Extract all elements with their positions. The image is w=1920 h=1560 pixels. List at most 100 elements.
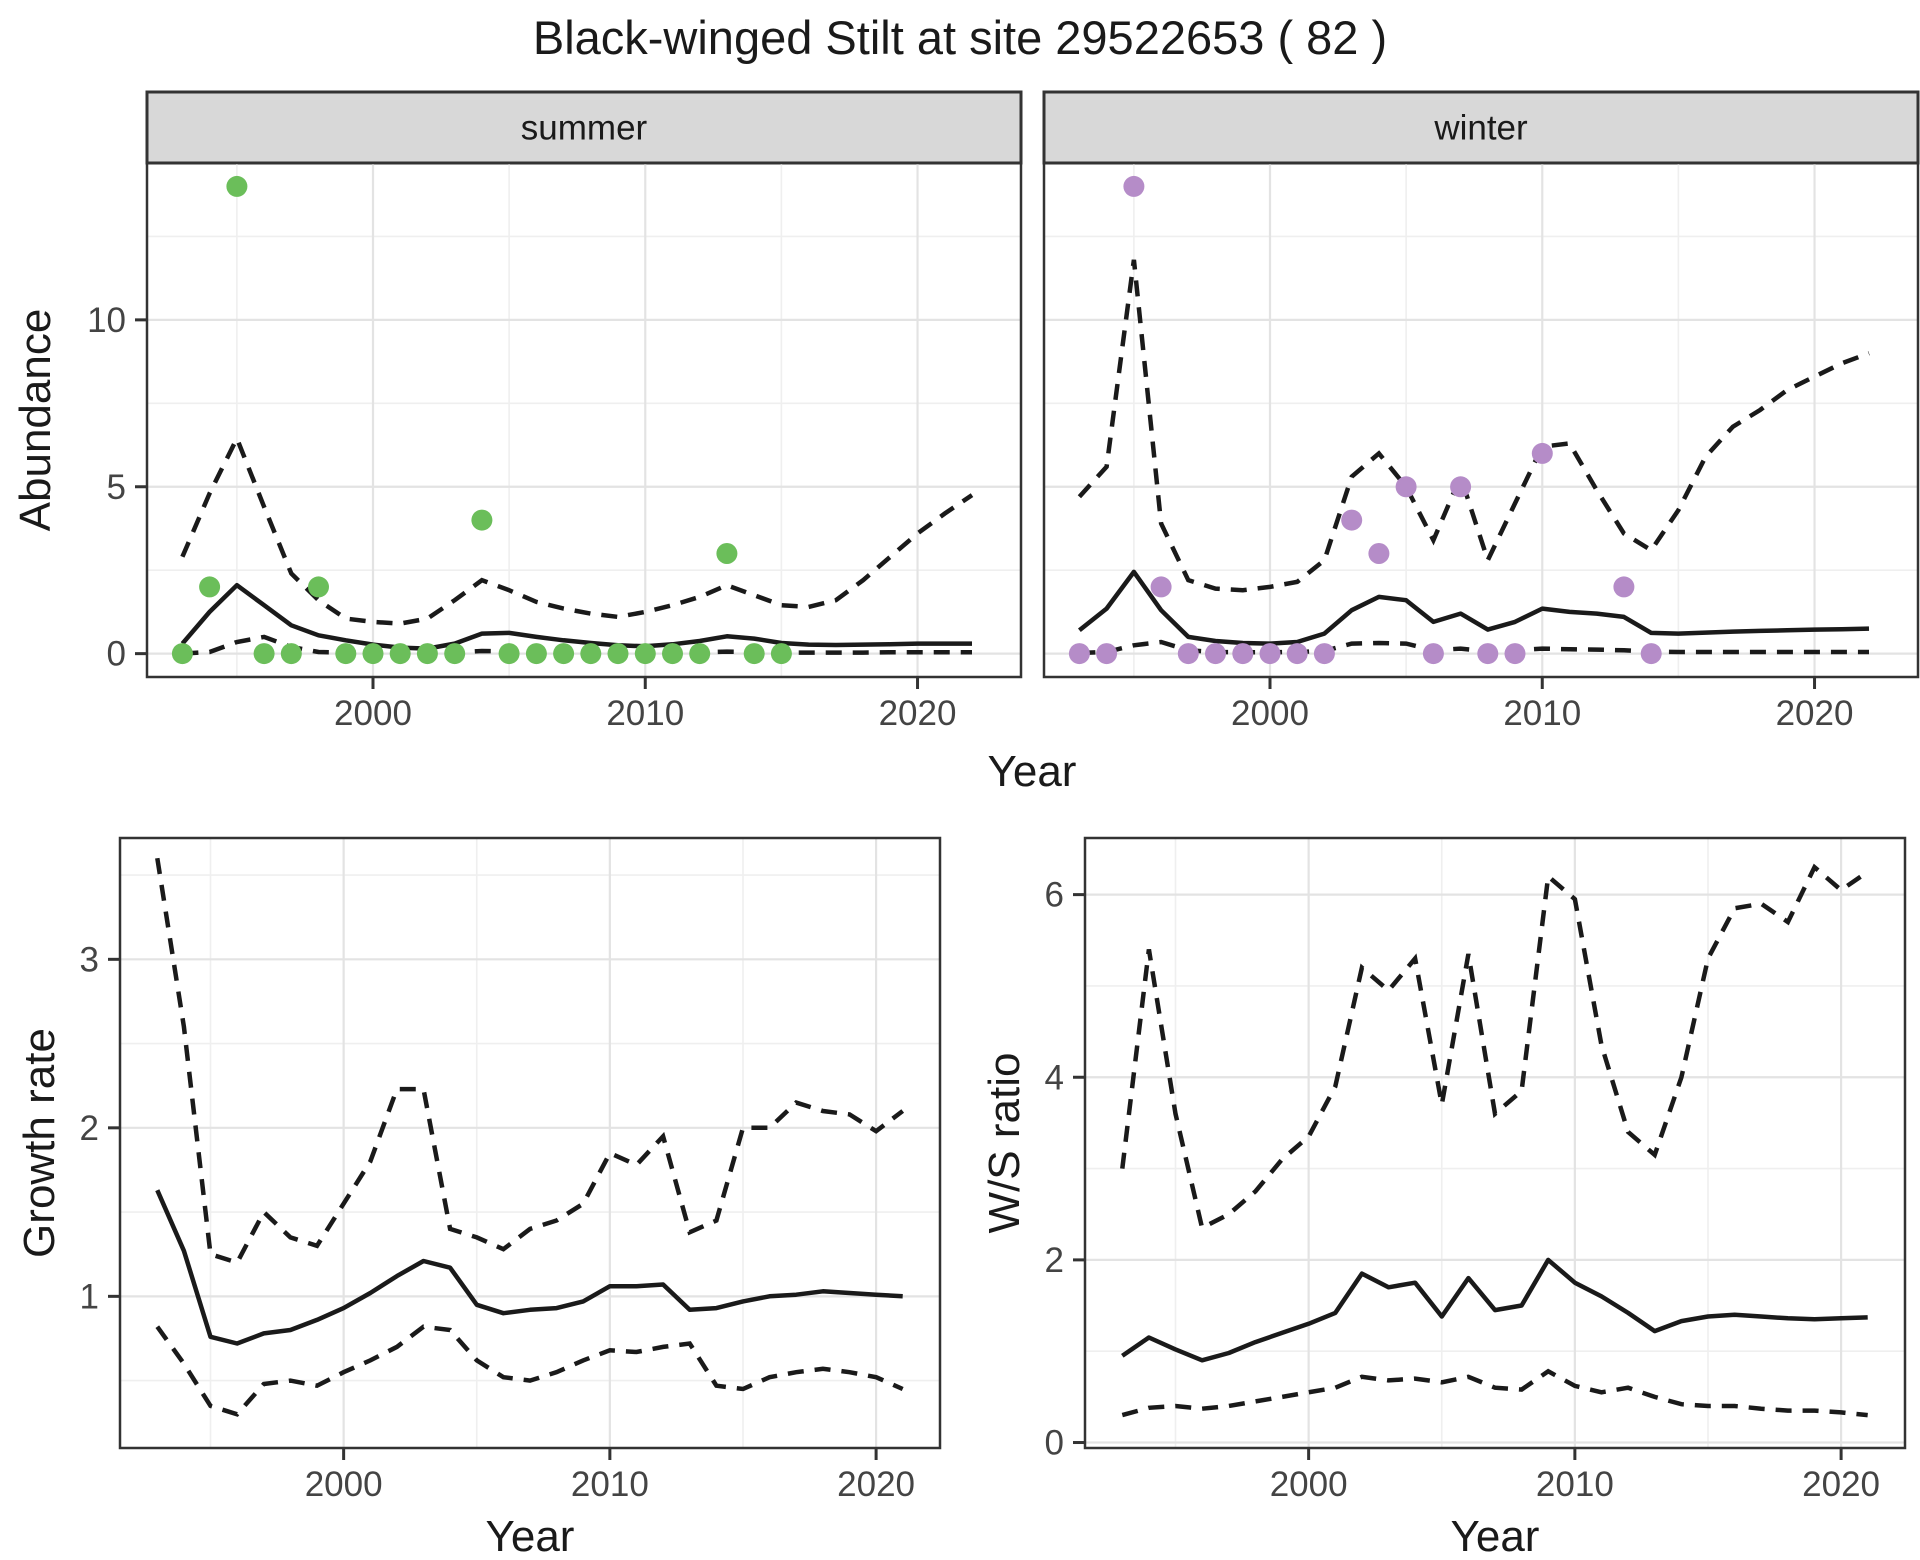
data-point [199,576,221,598]
x-tick-label: 2020 [837,1465,915,1504]
fit-line [1121,1257,1868,1363]
x-axis-title-year-bottom-left: Year [485,1512,575,1560]
data-point [1640,643,1662,665]
y-tick-labels: 1 2 3 [80,940,99,1316]
x-tick-label: 2000 [305,1465,383,1504]
axis-ticks [1268,677,1817,689]
panel-border [1083,836,1907,1450]
data-point [1286,643,1308,665]
x-tick-label: 2000 [334,694,412,733]
x-tick-label: 2010 [1536,1465,1614,1504]
x-tick-label: 2020 [1802,1465,1880,1504]
data-point [553,643,575,665]
data-point [1259,643,1281,665]
data-point [253,643,275,665]
data-point [1150,576,1172,598]
gridlines [1085,838,1905,1448]
data-point [335,643,357,665]
data-point [444,643,466,665]
data-point [1205,643,1226,665]
data-point [607,643,629,665]
data-point [743,643,765,665]
data-point [1123,175,1145,197]
upper-ci-line [1120,863,1869,1232]
facet-strip: winter [1042,90,1920,165]
fit-line [155,1189,903,1346]
lower-ci-line [182,634,972,656]
y-tick-label: 5 [107,468,126,507]
panel-abundance-summer: summer 2000 2010 2020 0 5 10 [87,90,1023,733]
lower-ci-line [1121,1368,1868,1418]
data-point [416,643,438,665]
panel-abundance-winter: winter 2000 2010 2020 [1042,90,1920,733]
x-tick-label: 2020 [879,694,957,733]
observation-points [1068,175,1662,665]
data-point [1395,476,1417,498]
data-point [525,643,547,665]
x-axis-title-year-top: Year [987,747,1077,796]
x-tick-labels: 2000 2010 2020 [1270,1465,1880,1504]
data-point [1096,643,1118,665]
y-tick-label: 1 [80,1277,99,1316]
chart-title: Black-winged Stilt at site 29522653 ( 82… [532,11,1388,64]
y-tick-label: 3 [80,940,99,979]
panel-ws-ratio: 2000 2010 2020 0 2 4 6 [1045,836,1907,1504]
y-tick-label: 2 [80,1109,99,1148]
x-tick-label: 2000 [1231,694,1309,733]
data-point [1477,643,1499,665]
x-tick-label: 2010 [1503,694,1581,733]
panel-border [118,836,942,1450]
panel-growth-rate: 2000 2010 2020 1 2 3 [80,836,942,1504]
data-point [1341,509,1363,531]
x-tick-label: 2000 [1270,1465,1348,1504]
panel-border [145,161,1023,679]
lower-ci-line [155,1324,904,1417]
data-point [389,643,411,665]
x-tick-labels: 2000 2010 2020 [1231,694,1853,733]
upper-ci-line [1077,259,1870,593]
gridlines [147,163,1021,677]
observation-points [171,175,792,665]
data-point [1368,543,1390,564]
data-point [1504,643,1526,665]
y-tick-label: 0 [1045,1424,1064,1463]
data-point [634,643,656,665]
x-axis-title-year-bottom-right: Year [1450,1512,1540,1560]
data-point [1531,442,1553,464]
data-point [1450,476,1472,498]
x-tick-labels: 2000 2010 2020 [305,1465,915,1504]
y-tick-label: 0 [107,635,126,674]
gridlines [1044,163,1918,677]
fit-line [1077,569,1870,646]
x-tick-labels: 2000 2010 2020 [334,694,956,733]
upper-ci-line [155,857,905,1266]
data-point [1177,643,1199,665]
fit-line [180,582,972,651]
data-point [362,643,384,665]
data-point [308,576,329,598]
data-point [1613,576,1635,598]
facet-strip: summer [145,90,1023,165]
data-point [1068,643,1090,665]
y-tick-label: 2 [1045,1241,1064,1280]
data-point [662,643,683,665]
axis-ticks [1073,893,1843,1460]
x-tick-label: 2020 [1776,694,1854,733]
data-point [716,543,738,564]
upper-ci-line [180,432,974,626]
data-point [1313,643,1335,665]
facet-strip-label: summer [521,109,648,148]
gridlines [120,838,940,1448]
lower-ci-line [1079,639,1869,656]
y-tick-labels: 0 5 10 [87,301,126,674]
data-point [1232,643,1254,665]
data-point [280,643,302,665]
data-point [498,643,520,665]
axis-ticks [135,318,920,689]
y-tick-label: 6 [1045,876,1064,915]
y-tick-label: 10 [87,301,126,340]
y-tick-label: 4 [1045,1058,1064,1097]
data-point [171,643,193,665]
data-point [770,643,792,665]
y-tick-labels: 0 2 4 6 [1045,876,1064,1463]
